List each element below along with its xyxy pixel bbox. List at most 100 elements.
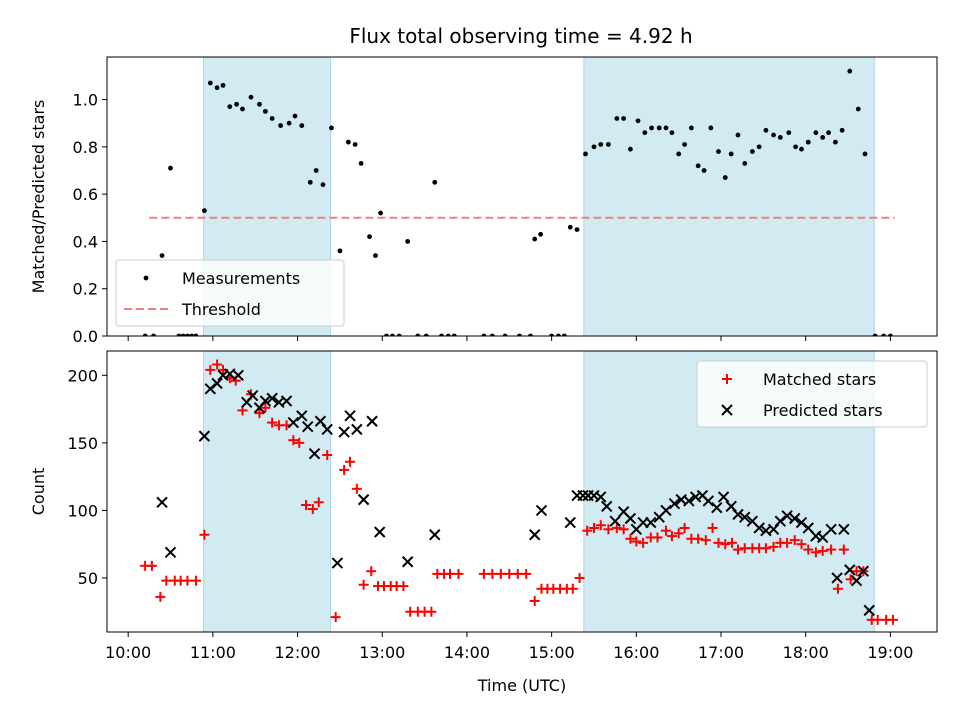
matched-point (398, 581, 409, 592)
predicted-point (280, 395, 293, 407)
legend-label: Measurements (182, 269, 300, 288)
matched-point (727, 537, 738, 548)
predicted-point (266, 392, 278, 404)
measurement-point (847, 68, 853, 74)
matched-point (872, 614, 883, 625)
matched-point (426, 606, 437, 617)
matched-point (574, 572, 585, 583)
matched-point (582, 525, 593, 536)
measurement-point (669, 130, 675, 136)
matched-point (182, 575, 193, 586)
predicted-point (624, 512, 637, 525)
y-tick-label: 0.0 (73, 327, 98, 346)
matched-point (595, 520, 606, 531)
matched-point (495, 568, 506, 579)
predicted-point (211, 377, 223, 390)
matched-point (322, 450, 333, 461)
measurement-point (881, 333, 887, 336)
matched-point (345, 456, 356, 467)
measurement-point (556, 333, 561, 336)
measurement-point (832, 139, 838, 145)
measurement-point (384, 333, 389, 336)
predicted-point (702, 495, 715, 507)
y-tick-label: 50 (78, 569, 98, 588)
legend-label: Threshold (181, 300, 261, 319)
measurement-point (561, 333, 567, 336)
matched-point (810, 547, 821, 558)
measurement-point (549, 333, 555, 336)
matched-point (288, 435, 299, 446)
matched-point (487, 568, 498, 579)
matched-point (453, 568, 464, 579)
matched-point (313, 497, 324, 508)
matched-point (789, 535, 800, 546)
predicted-point (857, 565, 870, 577)
measurement-point (248, 94, 254, 100)
measurement-point (396, 333, 402, 336)
measurement-point (682, 142, 688, 147)
measurement-point (826, 130, 831, 136)
measurement-point (367, 234, 372, 240)
measurement-point (688, 125, 694, 131)
x-tick-label: 12:00 (275, 643, 321, 662)
measurement-point (701, 168, 707, 173)
predicted-point (246, 389, 259, 402)
predicted-point (645, 516, 657, 529)
measurement-point (676, 151, 682, 157)
matched-point (838, 544, 849, 555)
measurement-point (481, 333, 487, 336)
predicted-point (850, 574, 863, 587)
predicted-point (401, 556, 414, 568)
measurement-point (337, 248, 343, 254)
predicted-point (338, 426, 350, 438)
matched-point (625, 533, 636, 544)
measurement-point (307, 179, 313, 185)
measurement-point (415, 333, 421, 336)
measurement-point (528, 333, 533, 336)
matched-point (512, 568, 523, 579)
measurement-point (583, 151, 588, 157)
matched-point (693, 533, 704, 544)
measurement-point (735, 132, 741, 138)
measurement-point (786, 130, 792, 136)
measurement-point (538, 231, 544, 237)
measurement-point (605, 142, 611, 147)
legend: Measurements Threshold (115, 259, 345, 327)
measurement-point (591, 144, 597, 150)
predicted-point (739, 511, 751, 523)
measurement-point (489, 333, 495, 336)
matched-point (199, 529, 210, 540)
x-tick-label: 18:00 (783, 643, 829, 662)
measurement-point (716, 149, 721, 154)
matched-point (307, 504, 318, 515)
predicted-point (302, 420, 314, 433)
legend-marker-matched (722, 374, 732, 384)
matched-point (504, 568, 515, 579)
matched-point (760, 543, 771, 554)
matched-point (638, 537, 649, 548)
measurement-point (358, 160, 364, 166)
predicted-point (321, 423, 333, 436)
matched-point (887, 614, 898, 625)
measurement-point (329, 125, 334, 131)
predicted-point (156, 496, 168, 509)
matched-point (832, 583, 843, 594)
measurement-point (432, 179, 438, 185)
matched-point (330, 612, 341, 623)
measurement-point (299, 123, 305, 128)
measurement-point (663, 125, 669, 131)
shaded-range (203, 351, 331, 632)
matched-point (660, 525, 671, 536)
predicted-point (198, 430, 211, 442)
x-tick-label: 13:00 (359, 643, 405, 662)
x-tick-label: 16:00 (613, 643, 659, 662)
legend-marker-predicted (721, 404, 733, 416)
matched-point (351, 483, 362, 494)
measurement-point (234, 101, 239, 107)
measurement-point (269, 116, 275, 121)
measurement-point (451, 333, 457, 336)
measurement-point (320, 182, 326, 188)
matched-point (768, 541, 779, 552)
measurement-point (185, 333, 190, 336)
